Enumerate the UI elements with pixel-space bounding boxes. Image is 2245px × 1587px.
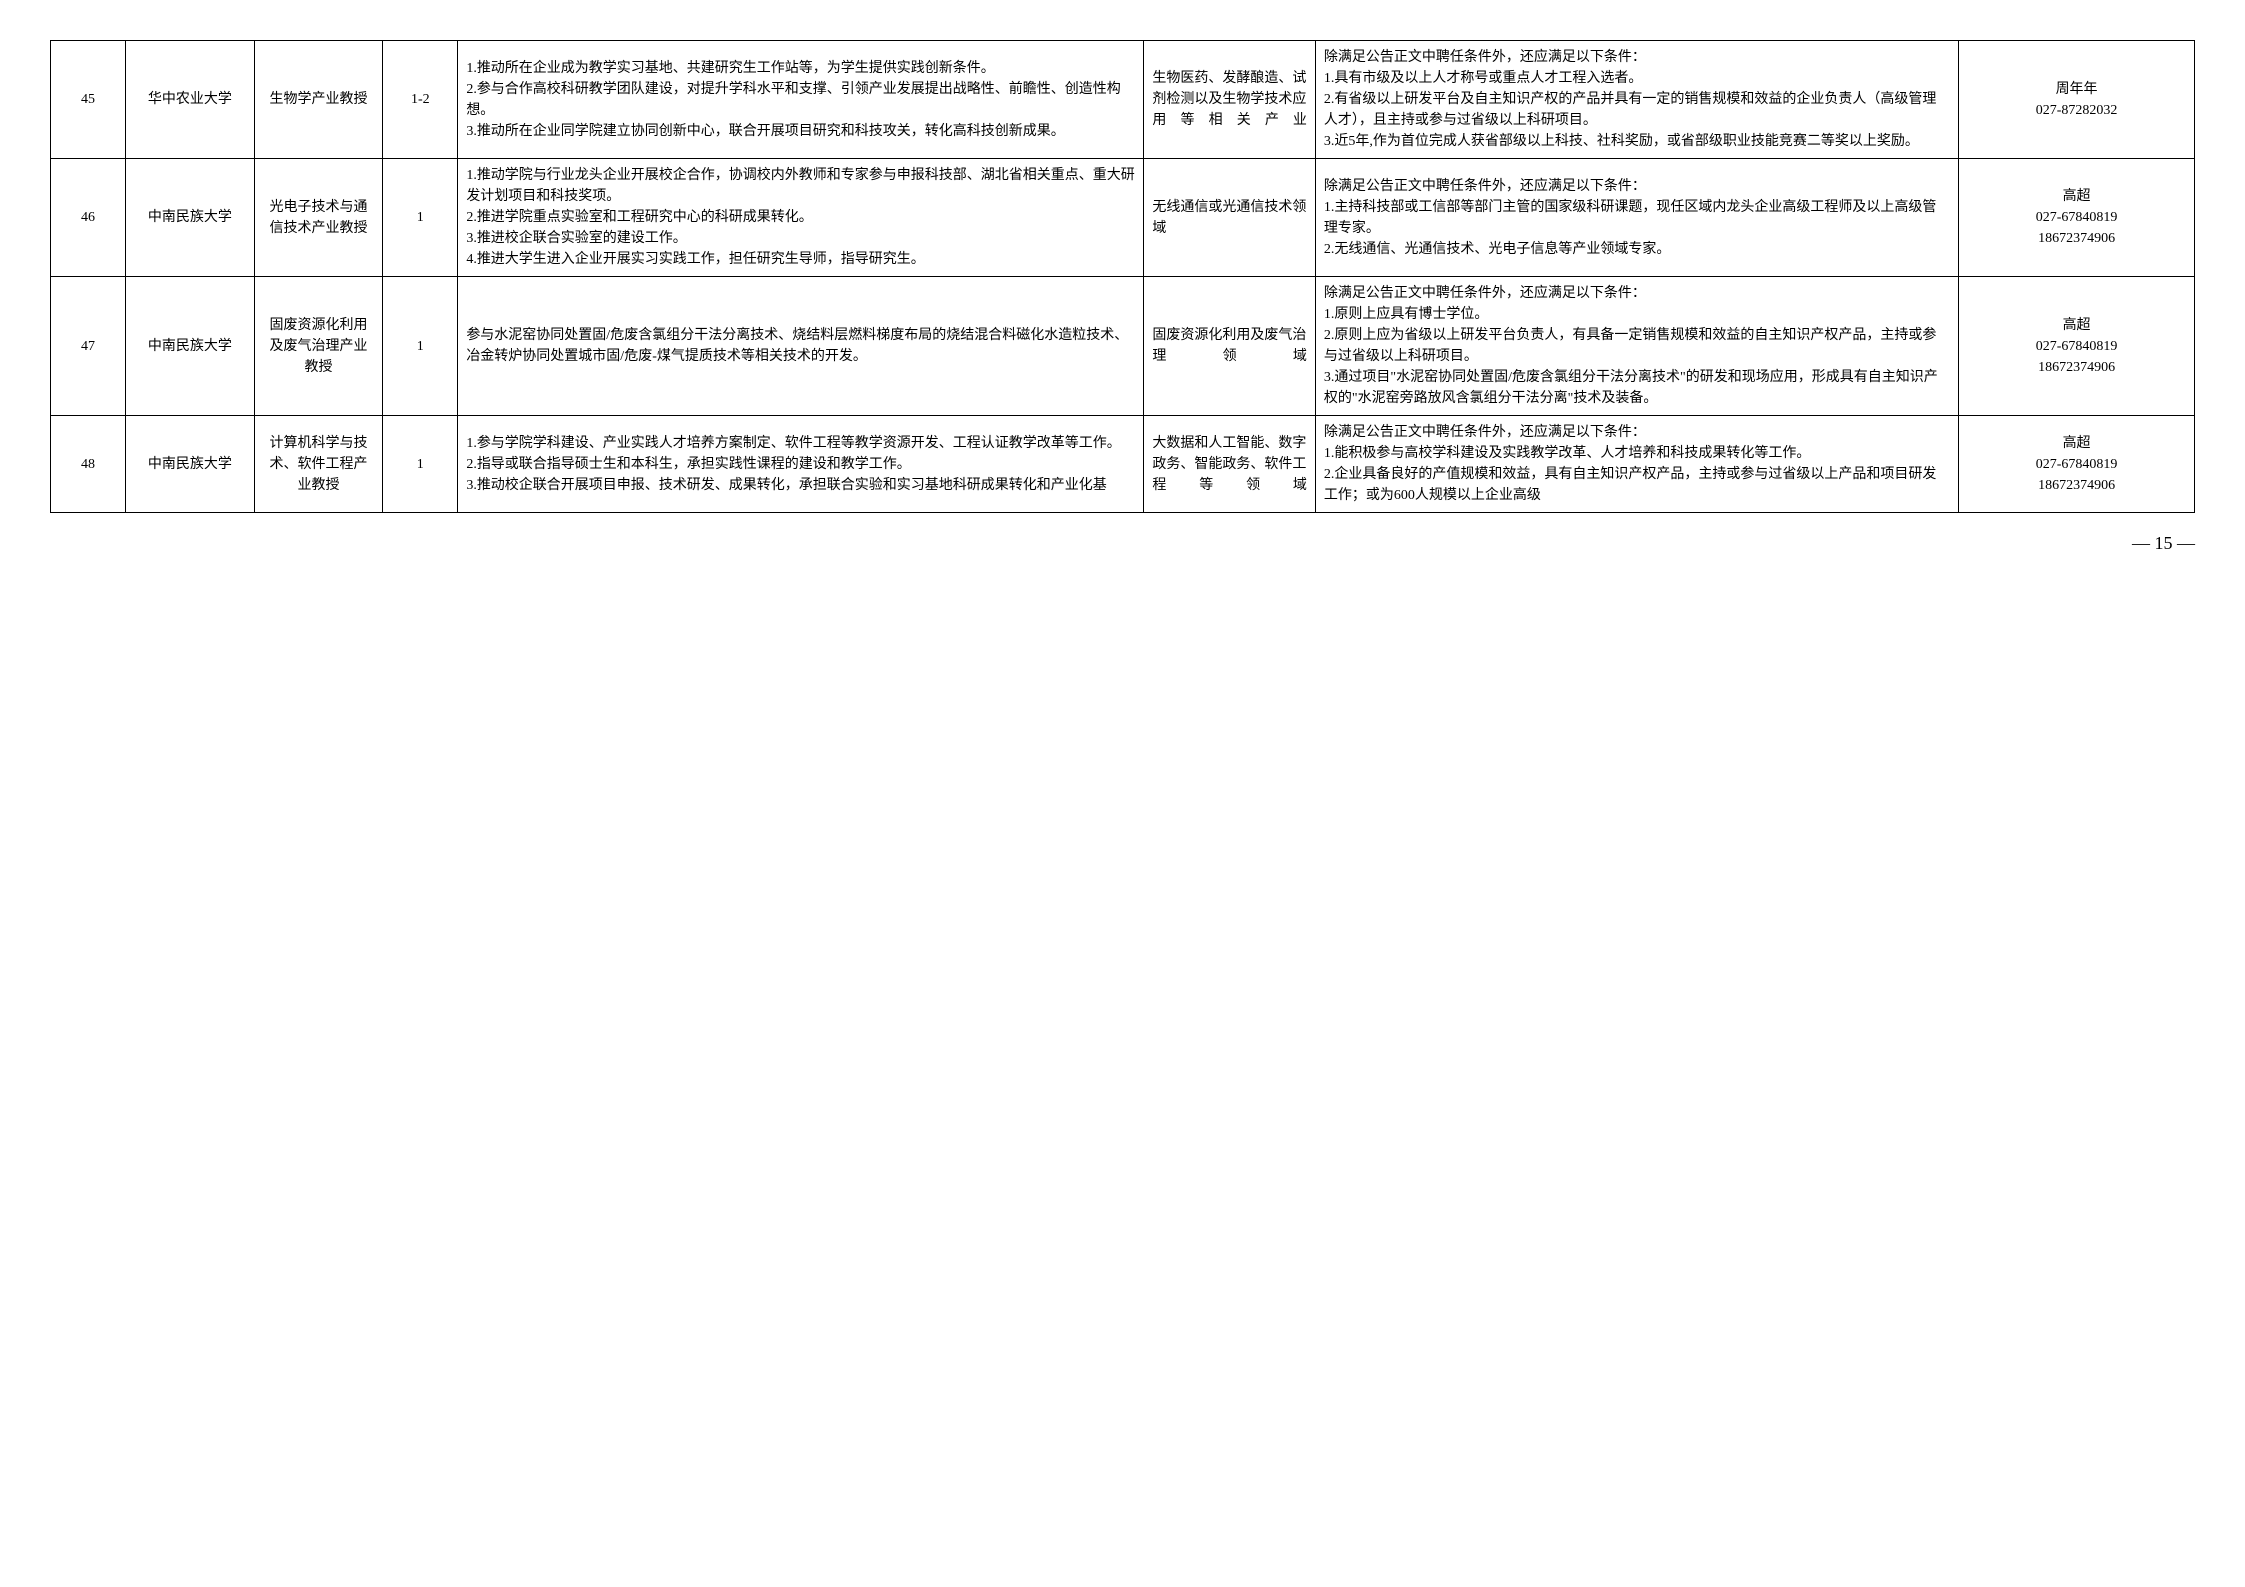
duties: 1.推动学院与行业龙头企业开展校企合作，协调校内外教师和专家参与申报科技部、湖北…	[458, 159, 1144, 277]
contact: 高超 027-67840819 18672374906	[1959, 159, 2195, 277]
university: 中南民族大学	[126, 277, 255, 416]
position-count: 1	[383, 416, 458, 513]
position-count: 1-2	[383, 41, 458, 159]
duties: 1.推动所在企业成为教学实习基地、共建研究生工作站等，为学生提供实践创新条件。 …	[458, 41, 1144, 159]
position-title: 固废资源化利用及废气治理产业教授	[254, 277, 383, 416]
row-index: 46	[51, 159, 126, 277]
row-index: 45	[51, 41, 126, 159]
requirements: 除满足公告正文中聘任条件外，还应满足以下条件： 1.能积极参与高校学科建设及实践…	[1315, 416, 1958, 513]
contact: 高超 027-67840819 18672374906	[1959, 416, 2195, 513]
row-index: 47	[51, 277, 126, 416]
position-title: 计算机科学与技术、软件工程产业教授	[254, 416, 383, 513]
university: 中南民族大学	[126, 416, 255, 513]
requirements: 除满足公告正文中聘任条件外，还应满足以下条件： 1.具有市级及以上人才称号或重点…	[1315, 41, 1958, 159]
requirements: 除满足公告正文中聘任条件外，还应满足以下条件： 1.原则上应具有博士学位。 2.…	[1315, 277, 1958, 416]
position-title: 光电子技术与通信技术产业教授	[254, 159, 383, 277]
contact: 周年年 027-87282032	[1959, 41, 2195, 159]
duties: 参与水泥窑协同处置固/危废含氯组分干法分离技术、烧结料层燃料梯度布局的烧结混合料…	[458, 277, 1144, 416]
position-count: 1	[383, 159, 458, 277]
field: 大数据和人工智能、数字政务、智能政务、软件工程等领域	[1144, 416, 1316, 513]
position-title: 生物学产业教授	[254, 41, 383, 159]
table-row: 45华中农业大学生物学产业教授1-21.推动所在企业成为教学实习基地、共建研究生…	[51, 41, 2195, 159]
field: 无线通信或光通信技术领域	[1144, 159, 1316, 277]
page-number: — 15 —	[50, 533, 2195, 554]
table-row: 48中南民族大学计算机科学与技术、软件工程产业教授11.参与学院学科建设、产业实…	[51, 416, 2195, 513]
recruitment-table: 45华中农业大学生物学产业教授1-21.推动所在企业成为教学实习基地、共建研究生…	[50, 40, 2195, 513]
position-count: 1	[383, 277, 458, 416]
table-row: 46中南民族大学光电子技术与通信技术产业教授11.推动学院与行业龙头企业开展校企…	[51, 159, 2195, 277]
university: 中南民族大学	[126, 159, 255, 277]
row-index: 48	[51, 416, 126, 513]
university: 华中农业大学	[126, 41, 255, 159]
contact: 高超 027-67840819 18672374906	[1959, 277, 2195, 416]
field: 生物医药、发酵酿造、试剂检测以及生物学技术应用等相关产业	[1144, 41, 1316, 159]
duties: 1.参与学院学科建设、产业实践人才培养方案制定、软件工程等教学资源开发、工程认证…	[458, 416, 1144, 513]
field: 固废资源化利用及废气治理领域	[1144, 277, 1316, 416]
table-row: 47中南民族大学固废资源化利用及废气治理产业教授1参与水泥窑协同处置固/危废含氯…	[51, 277, 2195, 416]
requirements: 除满足公告正文中聘任条件外，还应满足以下条件： 1.主持科技部或工信部等部门主管…	[1315, 159, 1958, 277]
